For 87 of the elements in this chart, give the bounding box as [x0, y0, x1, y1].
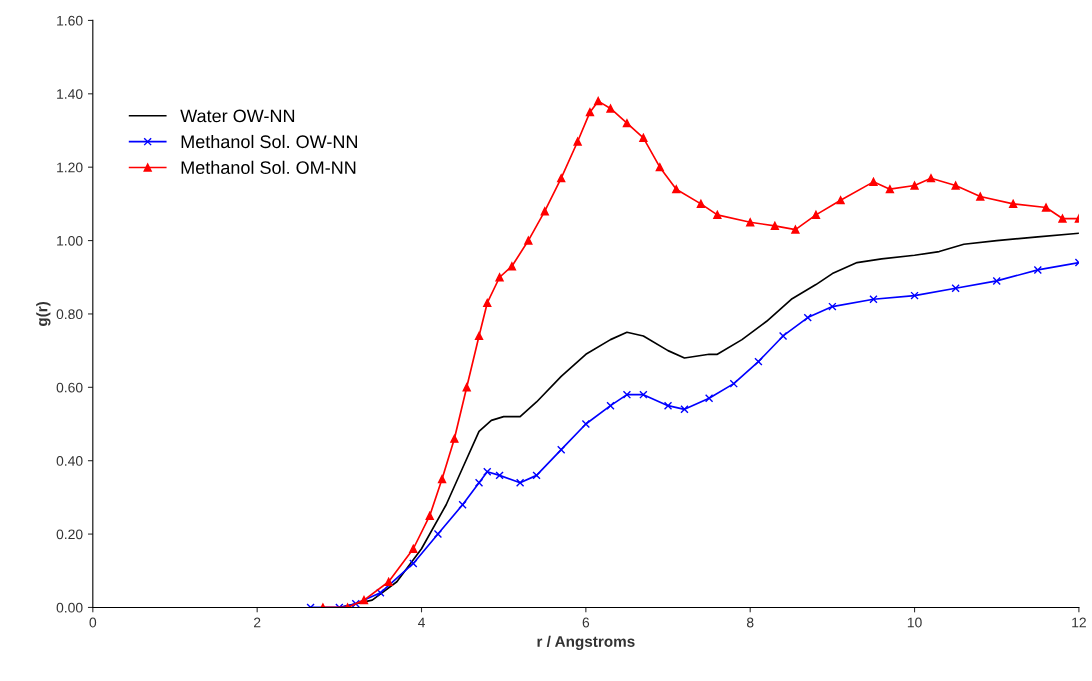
point: [359, 595, 369, 605]
point: [803, 313, 812, 322]
point: [495, 273, 504, 282]
x-axis-title: r / Angstroms: [537, 635, 635, 650]
point: [351, 599, 360, 608]
point: [433, 529, 443, 539]
point: [704, 394, 714, 403]
point: [585, 107, 595, 117]
y-tick-label: 0.00: [56, 602, 83, 613]
point: [524, 236, 533, 245]
point: [483, 467, 492, 476]
point: [1008, 199, 1018, 209]
point: [458, 500, 467, 509]
point: [573, 137, 582, 146]
point: [540, 207, 549, 216]
x-tick-label: 0: [89, 617, 97, 628]
point: [778, 331, 788, 341]
point: [622, 390, 632, 399]
point: [437, 474, 447, 484]
point: [557, 445, 566, 454]
legend-label: Methanol Sol. OM-NN: [181, 160, 356, 175]
x-tick-label: 2: [254, 617, 261, 628]
point: [462, 383, 471, 392]
point: [384, 577, 393, 586]
point: [639, 133, 648, 143]
point: [1033, 265, 1042, 275]
y-tick-label: 0.60: [56, 382, 83, 393]
point: [622, 118, 632, 128]
point: [791, 225, 800, 234]
point: [869, 177, 878, 187]
point: [811, 210, 821, 220]
point: [507, 262, 517, 271]
point: [606, 401, 615, 410]
y-axis-title: g(r): [36, 301, 51, 327]
point: [869, 295, 878, 304]
point: [672, 185, 681, 194]
legend-label: Methanol Sol. OW-NN: [181, 134, 357, 149]
point: [425, 511, 434, 520]
point: [992, 276, 1001, 286]
point: [483, 298, 492, 308]
point: [376, 588, 385, 597]
point: [754, 357, 763, 366]
x-tick-label: 6: [582, 617, 590, 628]
point: [951, 284, 960, 293]
y-tick-label: 1.60: [57, 15, 83, 26]
point: [495, 471, 504, 480]
point: [910, 181, 919, 190]
point: [450, 434, 459, 443]
x-tick-label: 4: [417, 617, 425, 628]
point: [1058, 214, 1067, 223]
y-tick-label: 1.40: [57, 89, 83, 99]
point: [713, 210, 722, 220]
point: [474, 331, 484, 341]
point: [1041, 203, 1051, 212]
point: [409, 559, 418, 568]
point: [926, 174, 936, 183]
point: [729, 379, 738, 388]
point: [663, 401, 673, 410]
x-tick-label: 10: [907, 617, 922, 628]
point: [474, 478, 484, 487]
point: [655, 163, 664, 172]
point: [532, 471, 541, 480]
y-tick-label: 0.40: [56, 456, 83, 466]
point: [606, 104, 615, 113]
point: [828, 302, 837, 311]
x-tick-label: 12: [1072, 617, 1086, 628]
point: [951, 181, 960, 190]
y-tick-label: 0.20: [56, 529, 83, 540]
x-tick-label: 8: [746, 617, 754, 628]
point: [581, 419, 591, 429]
point: [746, 218, 755, 227]
y-tick-label: 1.00: [57, 235, 83, 246]
y-tick-label: 0.80: [56, 309, 83, 320]
point: [885, 185, 895, 194]
point: [836, 196, 845, 205]
point: [696, 199, 706, 209]
point: [515, 478, 525, 487]
point: [409, 544, 418, 553]
legend-label: Water OW-NN: [180, 109, 295, 123]
point: [976, 192, 985, 201]
y-tick-label: 1.20: [57, 162, 83, 173]
point: [557, 174, 566, 183]
point: [680, 405, 689, 414]
point: [770, 221, 780, 231]
point: [910, 291, 919, 300]
point: [594, 96, 603, 106]
point: [639, 390, 648, 399]
